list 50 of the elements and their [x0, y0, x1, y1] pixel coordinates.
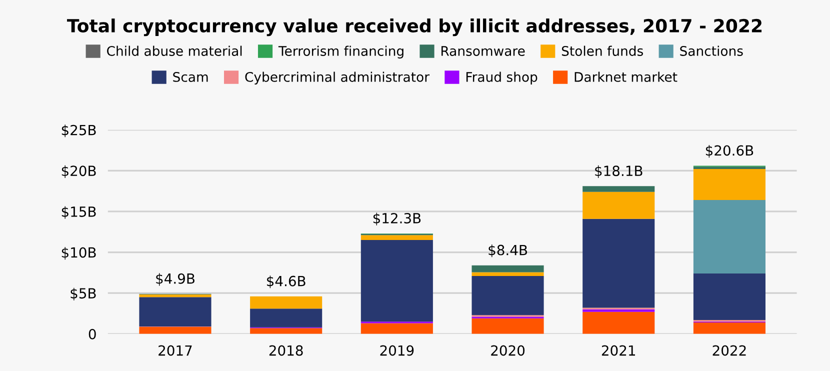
legend-label: Stolen funds — [562, 46, 644, 56]
chart-title: Total cryptocurrency value received by illicit addresses, 2017 - 2022 — [67, 18, 762, 36]
legend-label: Scam — [173, 72, 208, 82]
y-tick-label: $25B — [62, 124, 96, 138]
bar — [693, 166, 766, 170]
bar — [693, 322, 766, 334]
bar — [250, 328, 322, 334]
y-tick-label: $15B — [62, 206, 96, 219]
bar — [472, 318, 544, 334]
bar — [139, 297, 212, 327]
total-label: $18.1B — [595, 165, 642, 178]
legend-label: Darknet market — [574, 72, 678, 82]
x-tick-label: 2021 — [602, 345, 636, 356]
bar — [139, 326, 212, 334]
y-tick-label: $10B — [62, 247, 96, 260]
y-tick-label: $5B — [70, 288, 96, 300]
bar — [582, 186, 655, 192]
total-label: $4.9B — [156, 273, 194, 286]
bar — [472, 265, 544, 272]
legend-label: Sanctions — [680, 46, 743, 56]
x-tick-label: 2022 — [712, 345, 746, 356]
total-label: $12.3B — [373, 212, 421, 226]
bar — [472, 272, 544, 276]
bar — [582, 218, 655, 308]
bar — [693, 169, 766, 200]
legend-label: Cybercriminal administrator — [245, 72, 430, 84]
total-label: $8.4B — [488, 244, 528, 258]
x-tick-label: 2019 — [380, 345, 414, 356]
bar — [472, 276, 544, 316]
x-tick-label: 2017 — [158, 345, 192, 356]
bar — [250, 296, 322, 309]
bar — [250, 308, 322, 328]
bar — [360, 240, 433, 322]
legend-label: Child abuse material — [107, 46, 242, 56]
legend-label: Fraud shop — [466, 72, 538, 84]
y-tick-label: $20B — [62, 165, 96, 178]
legend-label: Ransomware — [442, 46, 525, 56]
total-label: $20.6B — [706, 144, 754, 158]
legend-label: Terrorism financing — [278, 46, 404, 59]
bar — [582, 312, 655, 334]
bar — [693, 274, 766, 320]
bar — [360, 323, 433, 334]
bar — [582, 309, 655, 312]
y-tick-label: 0 — [88, 328, 96, 340]
bar — [360, 235, 433, 240]
total-label: $4.6B — [267, 276, 306, 288]
bar — [582, 192, 655, 219]
x-tick-label: 2020 — [491, 345, 525, 356]
bar — [693, 200, 766, 274]
x-tick-label: 2018 — [269, 345, 303, 356]
